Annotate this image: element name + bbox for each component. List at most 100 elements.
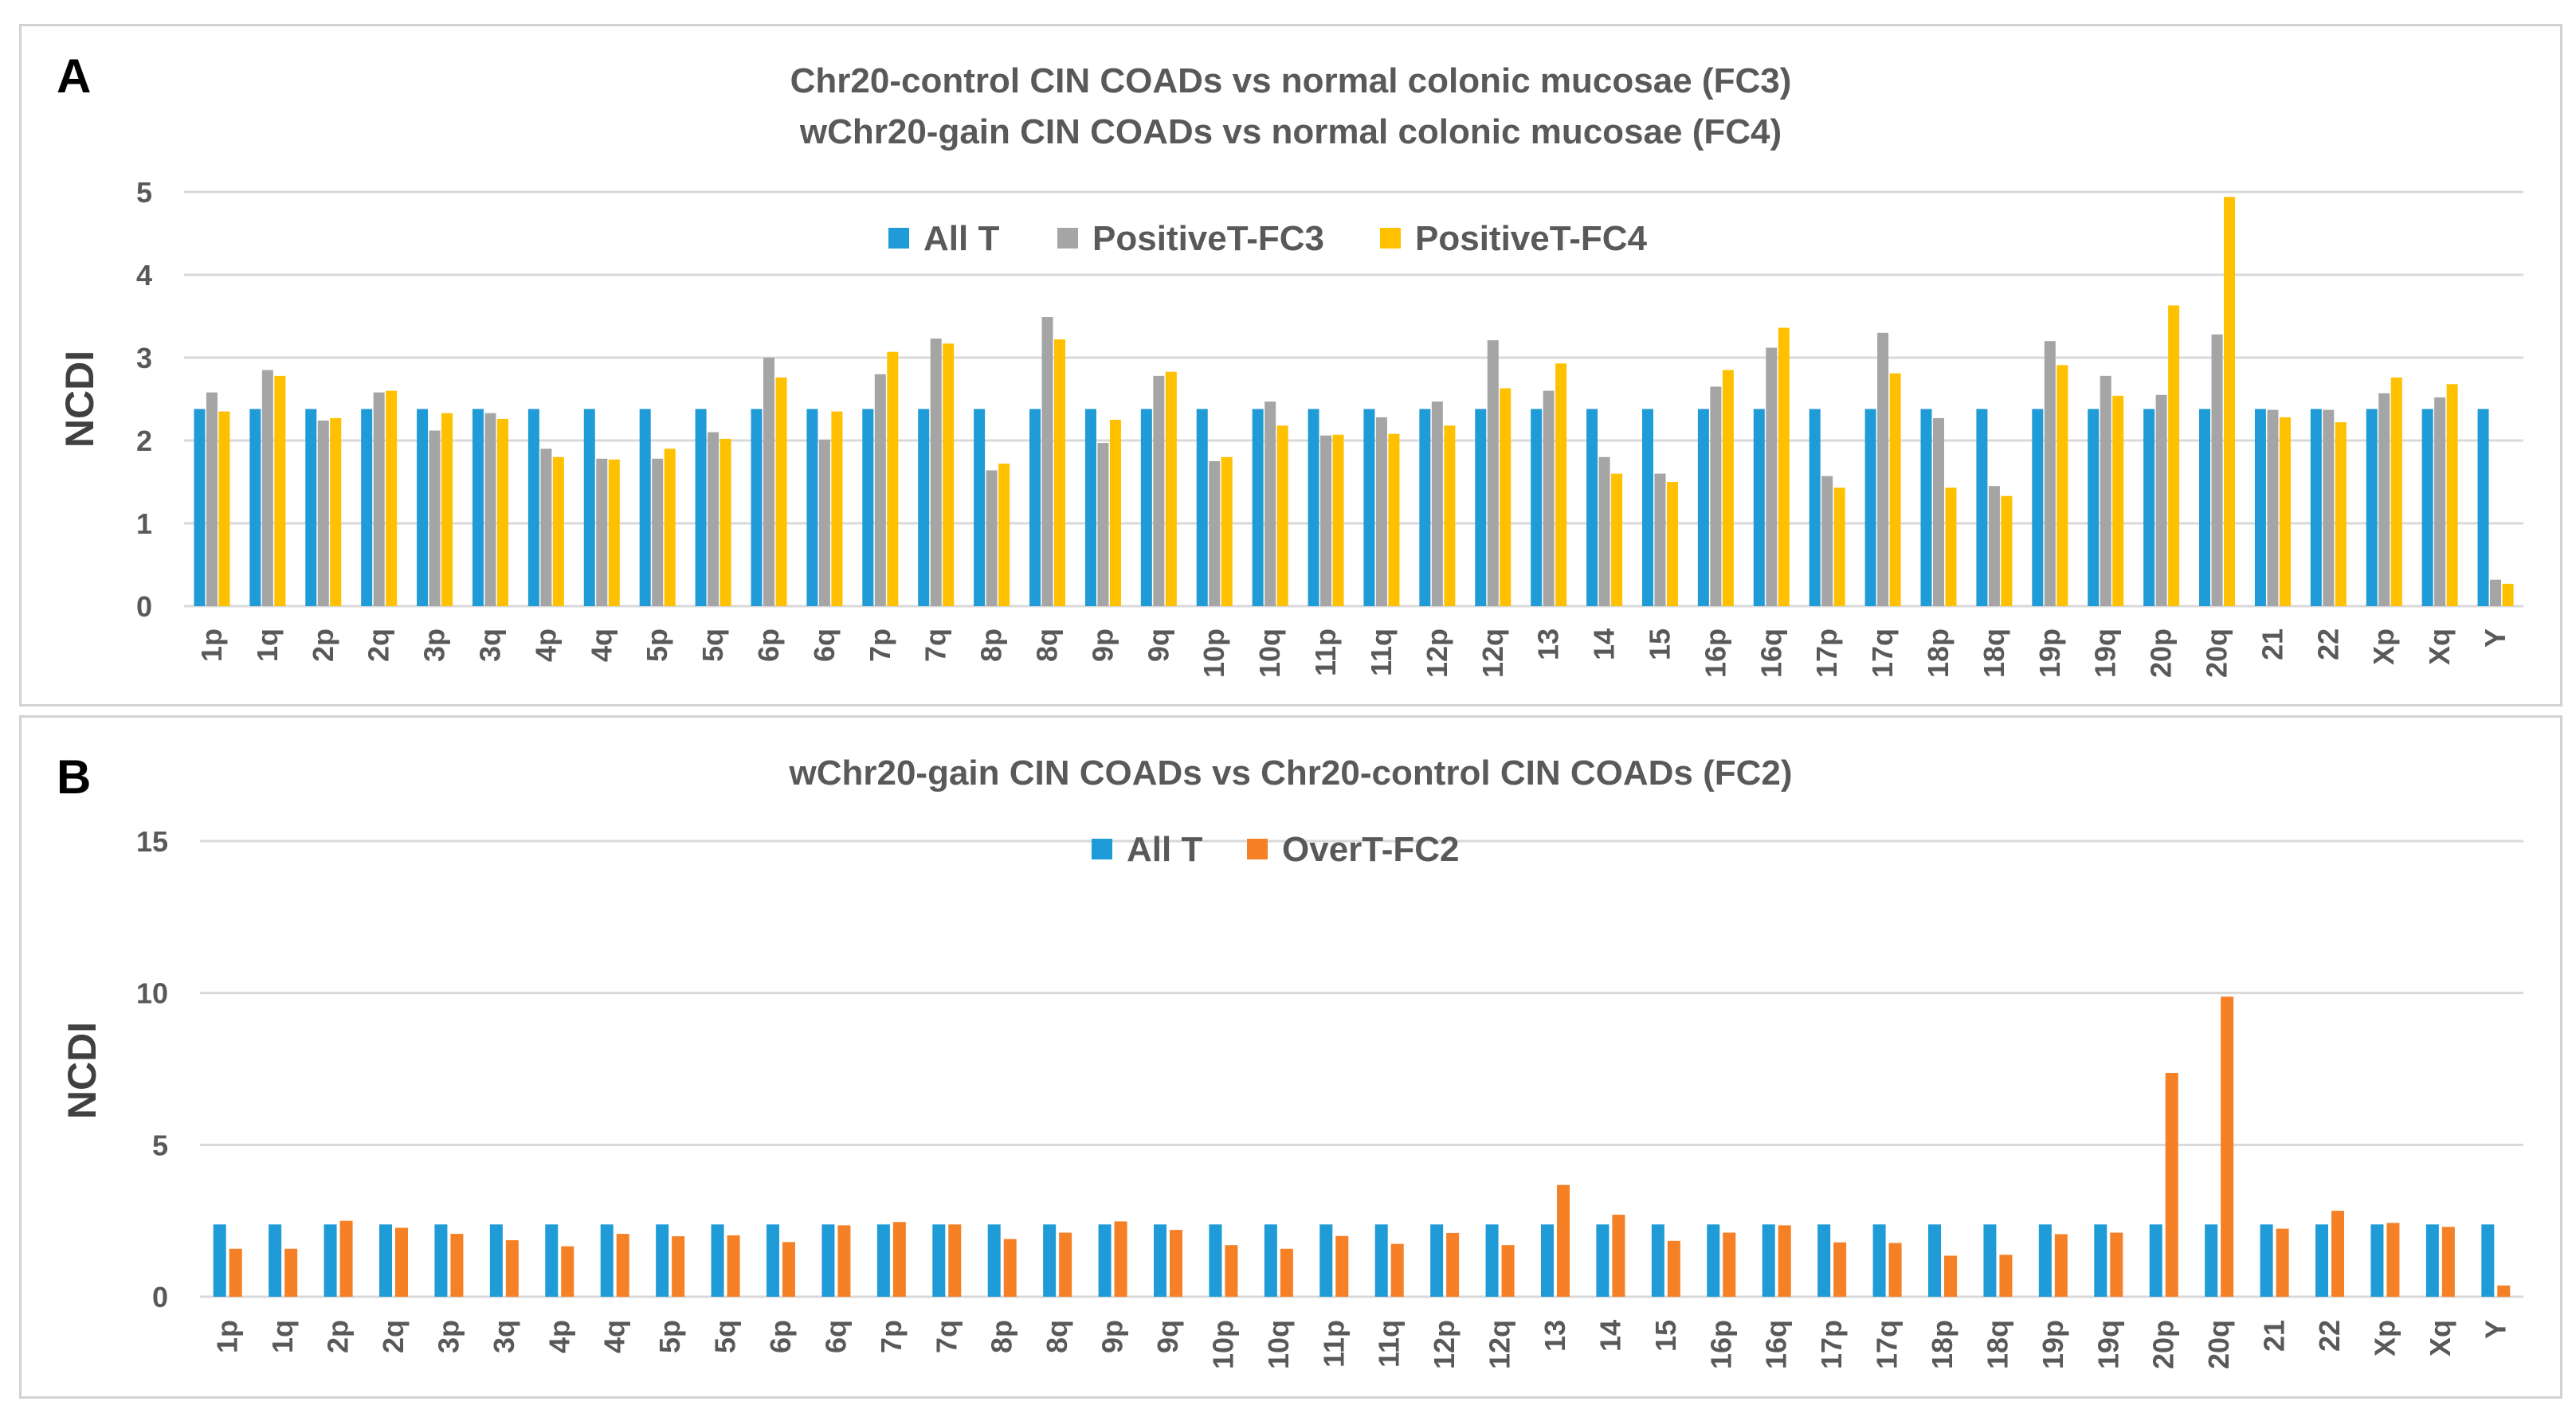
bar-overt-fc2-6p bbox=[782, 1242, 795, 1297]
x-tick-label: 5q bbox=[696, 628, 729, 662]
bar-all-t-21 bbox=[2260, 1224, 2273, 1297]
bar-all-t-7q bbox=[918, 409, 930, 606]
x-tick-label: 12q bbox=[1476, 628, 1509, 678]
x-tick-label: 18p bbox=[1926, 1320, 1958, 1369]
bar-positivet-fc3-20p bbox=[2155, 394, 2167, 606]
x-tick-label: 11p bbox=[1309, 628, 1342, 676]
bar-positivet-fc3-8q bbox=[1041, 317, 1053, 606]
bar-positivet-fc4-9p bbox=[1109, 420, 1121, 606]
bar-overt-fc2-3q bbox=[505, 1240, 519, 1297]
y-tick-label: 2 bbox=[136, 425, 152, 457]
bar-positivet-fc4-21 bbox=[2279, 417, 2291, 606]
y-tick-label: 0 bbox=[152, 1281, 168, 1313]
bar-all-t-1p bbox=[213, 1224, 226, 1297]
x-tick-label: 17p bbox=[1810, 628, 1843, 678]
panel-a: A Chr20-control CIN COADs vs normal colo… bbox=[19, 24, 2562, 707]
bar-positivet-fc3-12q bbox=[1487, 340, 1499, 606]
bar-all-t-12q bbox=[1475, 409, 1487, 606]
x-tick-label: 9p bbox=[1086, 628, 1119, 662]
bar-all-t-10p bbox=[1196, 409, 1208, 606]
bar-all-t-14 bbox=[1586, 409, 1598, 606]
bar-positivet-fc4-17q bbox=[1889, 373, 1901, 606]
x-tick-label: Xq bbox=[2423, 628, 2456, 665]
x-tick-label: 15 bbox=[1643, 628, 1676, 660]
y-tick-label: 0 bbox=[136, 590, 152, 623]
x-tick-label: 6p bbox=[764, 1320, 797, 1353]
bar-overt-fc2-19p bbox=[2054, 1234, 2068, 1297]
chart-b: 0 5 10 15 NCDI 1p 1q 2p 2q 3p 3q 4p 4q 5p 5q 6p 6q 7p 7q 8p… bbox=[60, 825, 2523, 1369]
panel-b: B wChr20-gain CIN COADs vs Chr20-control… bbox=[19, 715, 2562, 1399]
bar-positivet-fc3-4q bbox=[596, 458, 608, 606]
bar-positivet-fc4-3q bbox=[496, 418, 508, 606]
bar-positivet-fc4-16p bbox=[1722, 370, 1734, 606]
x-tick-label: 21 bbox=[2256, 628, 2288, 660]
x-tick-label: 19p bbox=[2033, 628, 2066, 678]
bar-all-t-1q bbox=[269, 1224, 282, 1297]
bar-positivet-fc3-17p bbox=[1821, 476, 1833, 606]
bar-overt-fc2-1p bbox=[229, 1248, 242, 1297]
bar-all-t-11q bbox=[1363, 409, 1375, 606]
bar-positivet-fc4-6p bbox=[775, 377, 787, 606]
bar-positivet-fc3-4p bbox=[540, 448, 552, 606]
x-tick-label: 2p bbox=[322, 1320, 355, 1353]
x-tick-label: 2p bbox=[307, 628, 339, 662]
bar-positivet-fc3-19p bbox=[2044, 341, 2056, 606]
bar-all-t-21 bbox=[2254, 409, 2266, 606]
x-tick-label: 8q bbox=[1031, 628, 1064, 662]
x-tick-label: 7p bbox=[875, 1320, 908, 1353]
bar-positivet-fc3-16p bbox=[1710, 386, 1722, 606]
bar-overt-fc2-2q bbox=[395, 1227, 408, 1297]
bar-all-t-Y bbox=[2481, 1224, 2495, 1297]
bar-all-t-8p bbox=[974, 409, 986, 606]
x-tick-label: 22 bbox=[2313, 1320, 2346, 1352]
x-tick-label: 1p bbox=[211, 1320, 244, 1353]
bar-positivet-fc4-18q bbox=[2001, 495, 2013, 606]
bar-positivet-fc3-1p bbox=[206, 392, 218, 606]
bar-overt-fc2-6q bbox=[837, 1225, 851, 1297]
x-tick-label: 10q bbox=[1262, 1320, 1295, 1369]
bar-all-t-8q bbox=[1029, 409, 1041, 606]
bar-positivet-fc3-12p bbox=[1431, 401, 1443, 606]
x-tick-label: 9q bbox=[1151, 1320, 1184, 1353]
bar-all-t-17q bbox=[1864, 409, 1876, 606]
bar-positivet-fc3-14 bbox=[1598, 456, 1610, 606]
bar-all-t-20p bbox=[2149, 1224, 2162, 1297]
x-tick-label: 8p bbox=[975, 628, 1008, 662]
bar-all-t-20q bbox=[2205, 1224, 2218, 1297]
bar-all-t-6q bbox=[806, 409, 818, 606]
x-tick-label: 7q bbox=[919, 628, 952, 662]
x-tick-label: 19p bbox=[2037, 1320, 2069, 1369]
bar-all-t-9q bbox=[1154, 1224, 1166, 1297]
bar-overt-fc2-16q bbox=[1778, 1225, 1791, 1297]
x-tick-label: 14 bbox=[1588, 628, 1621, 660]
bar-all-t-Xp bbox=[2366, 409, 2378, 606]
x-tick-label: 5q bbox=[709, 1320, 742, 1353]
bar-all-t-2p bbox=[305, 409, 317, 606]
x-tick-label: 4p bbox=[543, 1320, 575, 1353]
bar-overt-fc2-17q bbox=[1888, 1243, 1902, 1297]
bar-all-t-4p bbox=[527, 409, 539, 606]
x-tick-label: 22 bbox=[2311, 628, 2344, 660]
x-tick-label: 13 bbox=[1532, 628, 1565, 660]
bar-positivet-fc4-9q bbox=[1165, 371, 1177, 606]
x-tick-label: 20q bbox=[2201, 628, 2233, 678]
bar-overt-fc2-11p bbox=[1335, 1235, 1349, 1297]
bar-positivet-fc3-18p bbox=[1933, 417, 1944, 606]
x-tick-label: 3q bbox=[473, 628, 506, 662]
y-tick-label: 10 bbox=[136, 977, 168, 1010]
bar-overt-fc2-20p bbox=[2165, 1072, 2178, 1297]
bar-positivet-fc3-7p bbox=[874, 374, 886, 606]
panel-label: A bbox=[57, 49, 92, 103]
bar-all-t-4q bbox=[583, 409, 595, 606]
bar-all-t-7p bbox=[876, 1224, 890, 1297]
bar-all-t-10p bbox=[1209, 1224, 1222, 1297]
bar-all-t-19q bbox=[2094, 1224, 2107, 1297]
x-tick-label: 4q bbox=[598, 1320, 631, 1353]
x-tick-label: 14 bbox=[1594, 1320, 1626, 1352]
bar-positivet-fc4-5p bbox=[664, 448, 676, 606]
x-tick-label: 18q bbox=[1978, 628, 2010, 678]
legend-label: OverT-FC2 bbox=[1282, 830, 1460, 869]
bar-positivet-fc4-11q bbox=[1388, 433, 1400, 606]
bar-overt-fc2-8q bbox=[1059, 1232, 1072, 1297]
y-tick-label: 3 bbox=[136, 342, 152, 374]
